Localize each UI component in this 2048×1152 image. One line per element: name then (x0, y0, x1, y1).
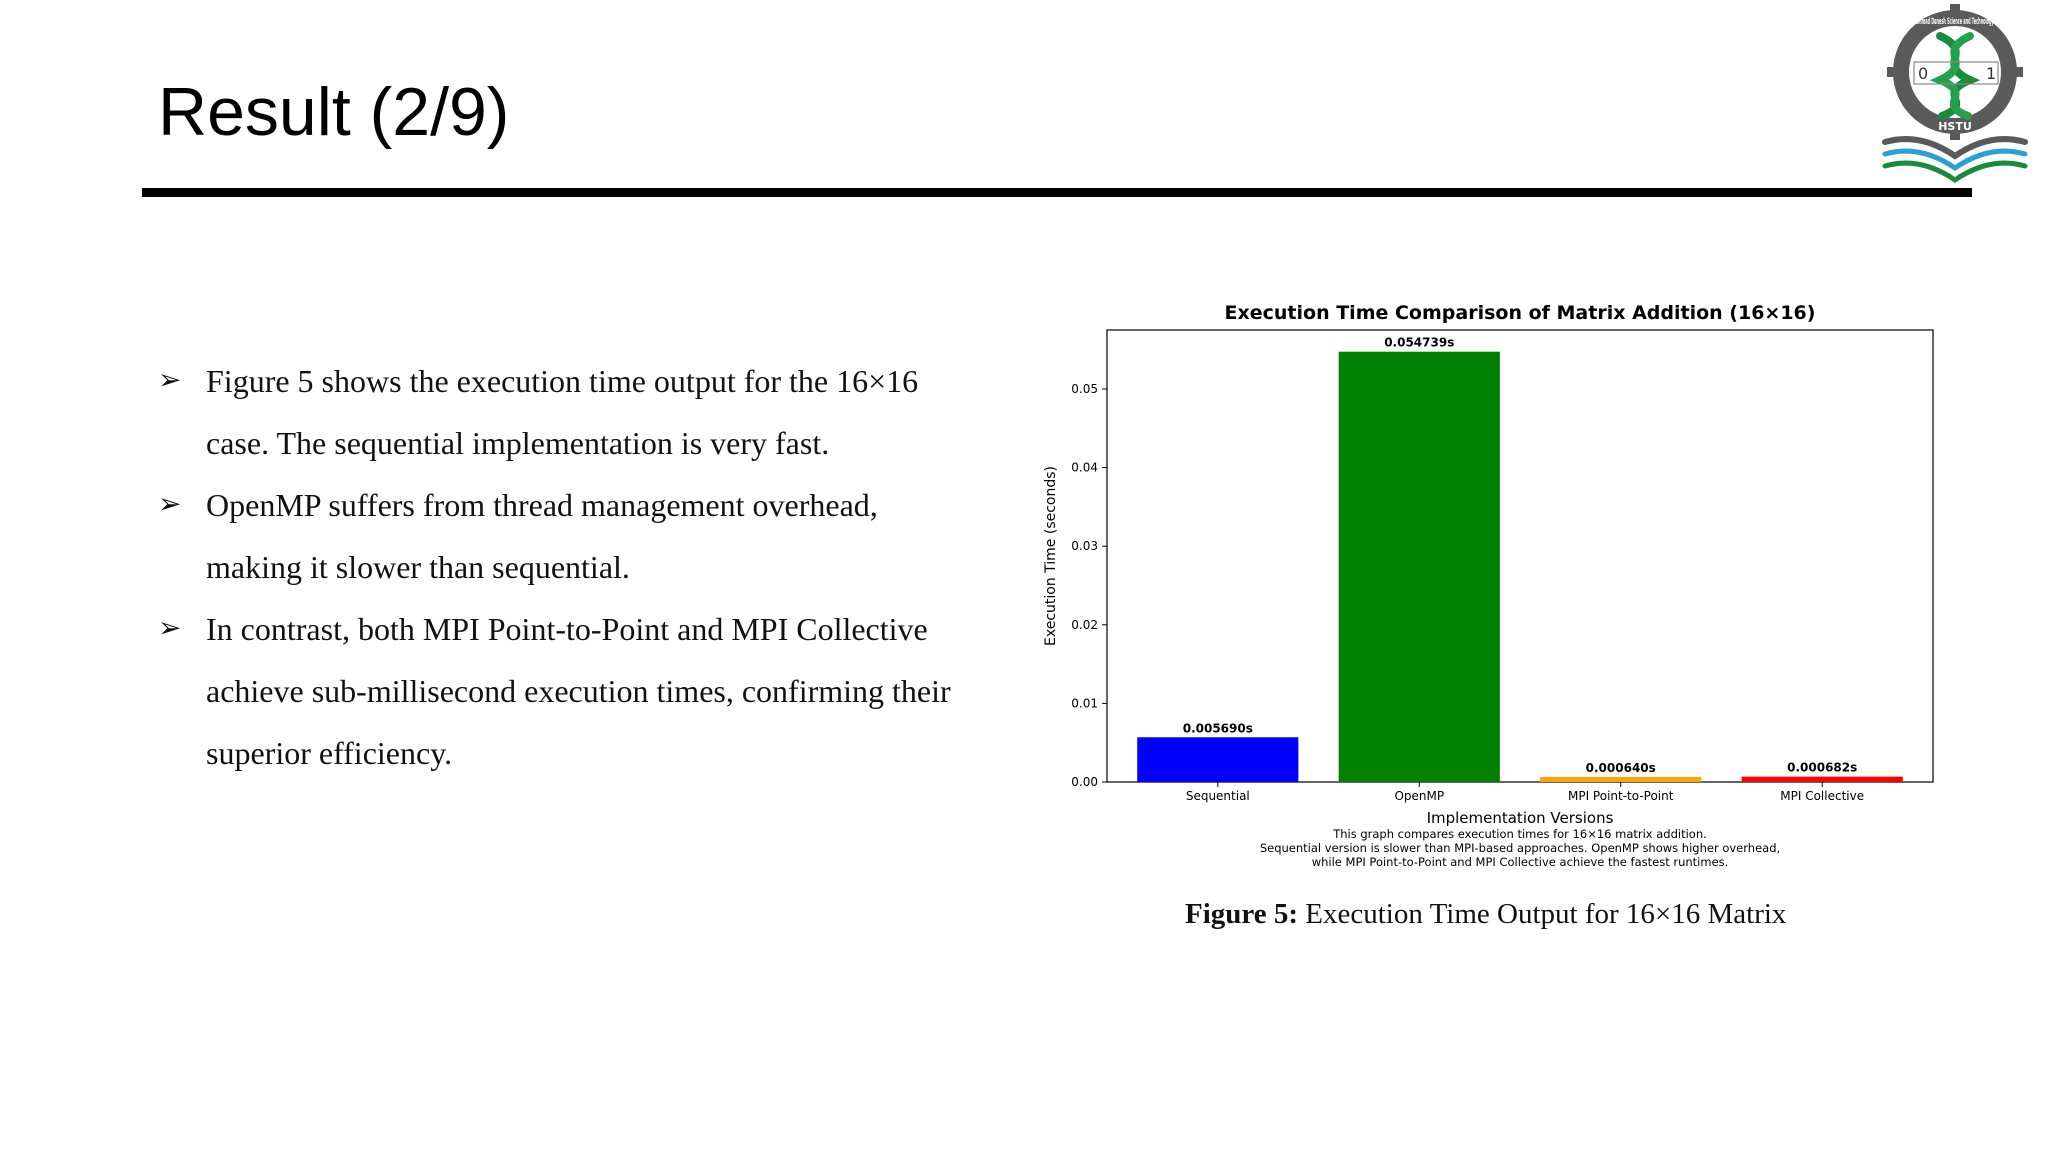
logo-digit-left: 0 (1918, 64, 1928, 83)
figure-caption-label: Figure 5: (1185, 898, 1299, 930)
bar-data-label: 0.005690s (1183, 721, 1253, 735)
bullet-item: ➢ In contrast, both MPI Point-to-Point a… (158, 598, 1018, 784)
chart-note-line: This graph compares execution times for … (1332, 827, 1707, 841)
bar (1338, 351, 1500, 782)
y-tick-label: 0.04 (1071, 461, 1098, 475)
open-book-icon (1882, 136, 2028, 184)
execution-time-bar-chart: Execution Time Comparison of Matrix Addi… (1043, 302, 1934, 869)
bar (1137, 737, 1299, 782)
arrow-bullet-icon: ➢ (158, 613, 182, 644)
plot-area (1106, 329, 1934, 783)
bullet-line: case. The sequential implementation is v… (206, 425, 830, 461)
y-tick-label: 0.03 (1071, 539, 1098, 553)
bar-data-label: 0.000640s (1586, 761, 1656, 775)
bullet-line: Figure 5 shows the execution time output… (206, 363, 919, 399)
bullet-line: achieve sub-millisecond execution times,… (206, 673, 951, 709)
bar-data-label: 0.054739s (1384, 336, 1454, 350)
y-axis-label: Execution Time (seconds) (1043, 466, 1059, 646)
bullet-line: OpenMP suffers from thread management ov… (206, 487, 878, 523)
bar (1540, 776, 1702, 782)
chart-title: Execution Time Comparison of Matrix Addi… (1225, 302, 1816, 324)
arrow-bullet-icon: ➢ (158, 489, 182, 520)
university-logo: Hajee Mohammad Danesh Science and Techno… (1882, 4, 2028, 184)
logo-abbr: HSTU (1938, 120, 1972, 133)
bullet-item: ➢ OpenMP suffers from thread management … (158, 474, 1018, 598)
x-axis-label: Implementation Versions (1427, 809, 1614, 827)
chart-note-line: while MPI Point-to-Point and MPI Collect… (1312, 855, 1729, 869)
x-tick-label: MPI Point-to-Point (1568, 789, 1674, 803)
chart-note-line: Sequential version is slower than MPI-ba… (1260, 841, 1780, 855)
logo-digit-right: 1 (1986, 64, 1996, 83)
y-tick-label: 0.02 (1071, 618, 1098, 632)
y-tick-label: 0.00 (1071, 775, 1098, 789)
bullet-list: ➢ Figure 5 shows the execution time outp… (158, 350, 1018, 784)
figure-caption-text: Execution Time Output for 16×16 Matrix (1298, 898, 1787, 930)
title-divider (142, 188, 1972, 197)
bullet-item: ➢ Figure 5 shows the execution time outp… (158, 350, 1018, 474)
arrow-bullet-icon: ➢ (158, 365, 182, 396)
slide-title: Result (2/9) (158, 74, 510, 150)
bar-data-label: 0.000682s (1787, 761, 1857, 775)
x-tick-label: MPI Collective (1780, 789, 1864, 803)
bullet-line: making it slower than sequential. (206, 549, 630, 585)
dna-helix-icon (1929, 32, 1981, 120)
x-axis: Sequential OpenMP MPI Point-to-Point MPI Co… (1186, 782, 1864, 803)
y-axis: 0.00 0.01 0.02 0.03 0.04 0.05 (1071, 382, 1107, 789)
x-tick-label: Sequential (1186, 789, 1250, 803)
logo-ring-text: Hajee Mohammad Danesh Science and Techno… (1895, 17, 2015, 27)
y-tick-label: 0.01 (1071, 696, 1098, 710)
bullet-line: superior efficiency. (206, 735, 453, 771)
bar-series: 0.005690s 0.054739s 0.000640s 0.000682s (1137, 336, 1903, 782)
x-tick-label: OpenMP (1394, 789, 1444, 803)
bullet-line: In contrast, both MPI Point-to-Point and… (206, 611, 928, 647)
bar (1741, 776, 1903, 782)
figure-caption: Figure 5: Execution Time Output for 16×1… (1185, 898, 1786, 931)
y-tick-label: 0.05 (1071, 382, 1098, 396)
